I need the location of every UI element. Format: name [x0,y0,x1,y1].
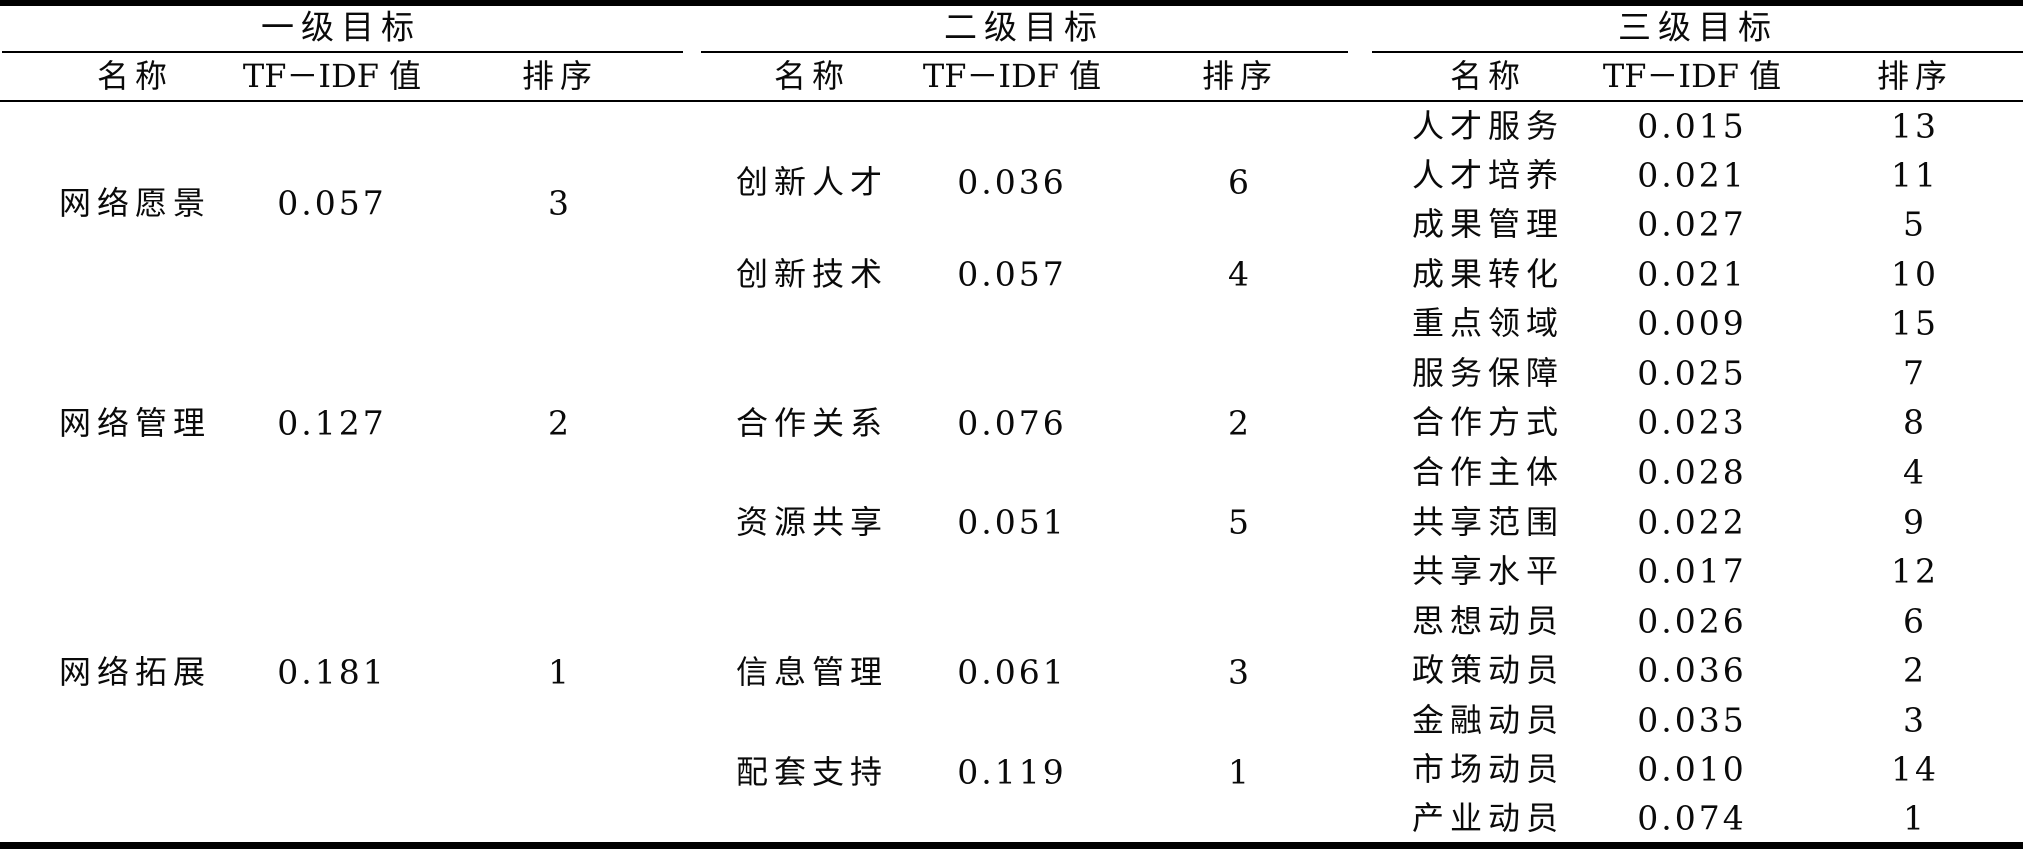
table-cell-value: 0.181 [277,652,387,692]
table-cell-rank: 5 [1228,502,1252,542]
table-cell-rank: 2 [1228,403,1252,443]
table-cell-value: 0.074 [1637,798,1747,838]
table-cell-value: 0.061 [957,652,1067,692]
table-cell-rank: 8 [1903,402,1927,442]
table-cell-name: 政策动员 [1411,651,1565,689]
table-cell-value: 0.010 [1637,749,1747,789]
table-cell-value: 0.028 [1637,452,1747,492]
table-cell-value: 0.027 [1637,204,1747,244]
table-cell-value: 0.057 [277,183,387,223]
table-cell-name: 合作关系 [735,404,889,442]
column-header-rank: 排序 [1201,57,1279,95]
table-cell-value: 0.009 [1637,303,1747,343]
table-cell-rank: 3 [548,183,572,223]
table-cell-value: 0.035 [1637,700,1747,740]
table-cell-name: 产业动员 [1411,799,1565,837]
table-cell-rank: 4 [1903,452,1927,492]
table-cell-name: 成果管理 [1411,205,1565,243]
table-cell-value: 0.119 [957,752,1067,792]
group-title-level1: 一级目标 [261,7,421,47]
table-cell-value: 0.023 [1637,402,1747,442]
table-cell-rank: 5 [1903,204,1927,244]
header-rule [0,100,2023,102]
table-cell-rank: 14 [1891,749,1939,789]
group3-underline [1372,51,2023,53]
column-header-name: 名称 [773,57,851,95]
table-cell-name: 成果转化 [1411,255,1565,293]
table-cell-rank: 10 [1891,254,1939,294]
table-cell-value: 0.015 [1637,106,1747,146]
table-cell-rank: 3 [1228,652,1252,692]
table-cell-name: 思想动员 [1411,602,1565,640]
table-cell-name: 网络拓展 [58,653,212,691]
table-cell-rank: 2 [548,403,572,443]
column-header-rank: 排序 [1876,57,1954,95]
table-cell-value: 0.036 [1637,650,1747,690]
table-cell-value: 0.026 [1637,601,1747,641]
table-cell-rank: 1 [1903,798,1927,838]
table-cell-rank: 4 [1228,254,1252,294]
table-cell-value: 0.017 [1637,551,1747,591]
table-cell-value: 0.036 [957,162,1067,202]
table-cell-rank: 6 [1228,162,1252,202]
column-header-tfidf: TF－IDF 值 [922,57,1102,95]
table-cell-name: 网络管理 [58,404,212,442]
table-cell-rank: 7 [1903,353,1927,393]
group1-underline [2,51,683,53]
table-cell-value: 0.025 [1637,353,1747,393]
table-cell-name: 配套支持 [735,753,889,791]
table-cell-name: 创新人才 [735,163,889,201]
table-cell-name: 信息管理 [735,653,889,691]
table-cell-value: 0.051 [957,502,1067,542]
table-cell-name: 人才培养 [1411,156,1565,194]
table-cell-rank: 13 [1891,106,1939,146]
top-rule [0,0,2023,6]
table-cell-name: 网络愿景 [58,184,212,222]
bottom-rule [0,842,2023,849]
table-cell-name: 资源共享 [735,503,889,541]
table-cell-rank: 15 [1891,303,1939,343]
table-cell-value: 0.021 [1637,254,1747,294]
table-cell-rank: 12 [1891,551,1939,591]
table-cell-rank: 6 [1903,601,1927,641]
column-header-name: 名称 [96,57,174,95]
table-cell-name: 创新技术 [735,255,889,293]
table-cell-name: 共享水平 [1411,552,1565,590]
table-cell-rank: 3 [1903,700,1927,740]
column-header-rank: 排序 [521,57,599,95]
column-header-tfidf: TF－IDF 值 [242,57,422,95]
table-cell-value: 0.076 [957,403,1067,443]
table-cell-name: 市场动员 [1411,750,1565,788]
table-cell-rank: 2 [1903,650,1927,690]
table-cell-rank: 9 [1903,502,1927,542]
column-header-tfidf: TF－IDF 值 [1602,57,1782,95]
table-cell-rank: 1 [1228,752,1252,792]
table-cell-name: 共享范围 [1411,503,1565,541]
table-cell-name: 金融动员 [1411,701,1565,739]
group2-underline [701,51,1348,53]
table-cell-name: 合作主体 [1411,453,1565,491]
group-title-level2: 二级目标 [944,7,1104,47]
table-cell-value: 0.057 [957,254,1067,294]
column-header-name: 名称 [1449,57,1527,95]
group-title-level3: 三级目标 [1618,7,1778,47]
table-cell-value: 0.021 [1637,155,1747,195]
table-cell-rank: 11 [1891,155,1939,195]
table-cell-name: 重点领域 [1411,304,1565,342]
table-cell-name: 服务保障 [1411,354,1565,392]
table-cell-name: 人才服务 [1411,107,1565,145]
table-cell-rank: 1 [548,652,572,692]
table-cell-value: 0.022 [1637,502,1747,542]
table-cell-value: 0.127 [277,403,387,443]
table-cell-name: 合作方式 [1411,403,1565,441]
